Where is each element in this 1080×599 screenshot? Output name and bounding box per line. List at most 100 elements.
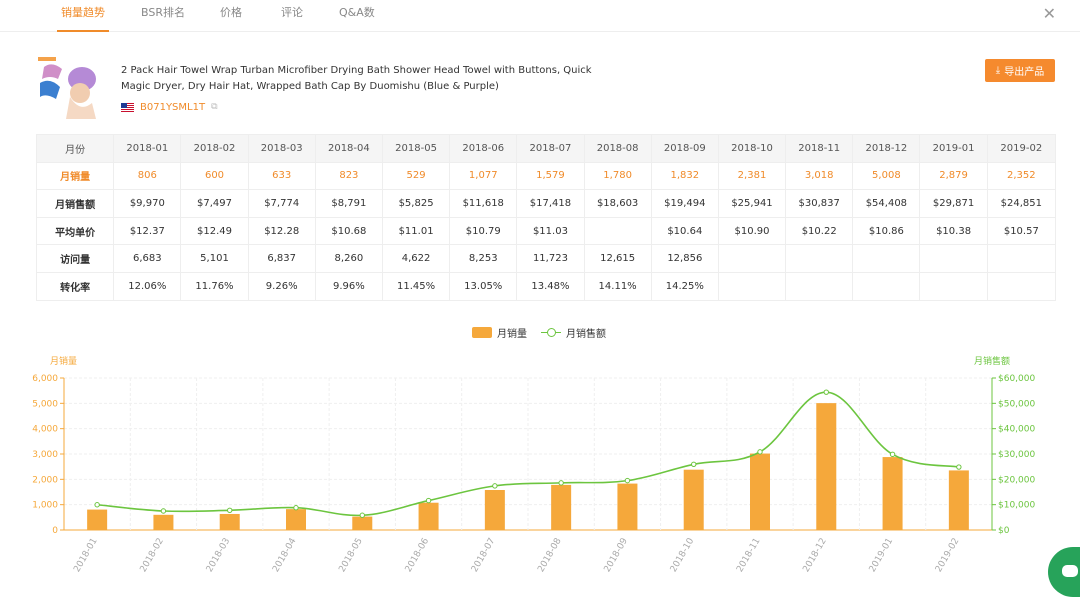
sales-bar [352,516,373,530]
export-product-button[interactable]: ⤓ 导出产品 [985,59,1055,82]
right-tick-label: $60,000 [998,374,1035,384]
table-cell: 11.45% [381,271,451,301]
table-cell: $11,618 [449,189,518,218]
avg-price-row: 平均单价 $12.37 $12.49 $12.28 $10.68 $11.01 $10.79… [35,216,1057,246]
sales-bar [153,514,174,530]
sales-bar [948,470,969,530]
table-cell: $11.01 [381,216,451,246]
table-cell: 2,352 [986,161,1057,191]
table-cell: $19,494 [650,189,719,218]
right-tick-label: $10,000 [998,501,1035,511]
sales-bar [750,453,770,530]
revenue-point [94,502,100,508]
sales-bar [683,469,704,530]
left-tick-label: 0 [52,526,58,536]
chart-legend: 月销量 月销售额 [472,325,620,340]
legend-label: 月销量 [497,329,527,340]
row-header: 转化率 [35,271,115,301]
x-tick-label: 2018-10 [669,536,697,574]
revenue-point [160,508,167,514]
table-cell: 4,622 [381,244,451,273]
table-cell: 1,780 [583,161,652,191]
right-tick-label: $40,000 [998,425,1035,435]
table-cell: 529 [381,161,451,191]
x-tick-label: 2018-11 [735,537,762,575]
x-tick-label: 2018-08 [536,536,564,574]
tab-reviews[interactable]: 评论 [281,6,303,19]
table-cell: $5,825 [381,189,451,218]
table-cell: 9.26% [247,271,316,301]
legend-item-sales[interactable]: 月销量 [472,325,527,340]
tab-bsr-rank[interactable]: BSR排名 [141,6,185,19]
revenue-point [624,477,631,484]
table-cell: $8,791 [314,189,383,218]
external-link-icon[interactable]: ⧉ [211,102,218,112]
table-cell: 1,832 [650,161,719,191]
table-cell: $10.64 [650,216,719,246]
table-cell [785,271,854,301]
table-cell: $29,871 [919,189,988,218]
left-tick-label: 6,000 [32,374,58,384]
table-cell: $18,603 [583,189,652,218]
legend-label: 月销售额 [566,329,606,340]
table-cell: 806 [113,161,182,191]
asin-link[interactable]: B071YSML1T [140,101,206,113]
table-cell: 8,253 [449,244,518,273]
table-cell [919,271,988,301]
sales-chart: 月销量 月销售额 0 1,000 2,000 3,000 4,000 5,000 6,000 $0… [32,355,1035,575]
table-cell: $10.68 [314,216,383,246]
table-cell: 823 [314,161,383,191]
table-cell: 2018-04 [314,134,383,163]
table-cell: 13.48% [516,271,585,301]
table-cell: 6,683 [113,244,182,273]
row-header: 访问量 [35,244,115,273]
table-cell: $7,774 [247,189,316,218]
table-cell: 8,260 [314,244,383,273]
table-cell: 13.05% [449,271,518,301]
tab-sales-trend[interactable]: 销量趋势 [57,0,109,32]
download-icon: ⤓ [995,65,1001,76]
sales-bar [882,457,903,530]
table-cell: 3,018 [785,161,854,191]
table-cell: 14.25% [650,271,719,301]
table-cell: 12.06% [113,271,182,301]
tab-price[interactable]: 价格 [220,6,242,19]
tab-qa-count[interactable]: Q&A数 [339,6,375,19]
sales-table: 月份 2018-01 2018-02 2018-03 2018-04 2018-05 201… [35,134,1057,301]
x-tick-label: 2018-01 [72,537,99,575]
right-tick-label: $20,000 [998,475,1035,485]
x-tick-label: 2018-03 [205,537,232,575]
left-axis-title: 月销量 [50,355,77,367]
table-cell: 2018-06 [449,134,518,163]
close-icon[interactable]: ✕ [1042,4,1056,23]
table-cell: 12,615 [583,244,652,273]
left-tick-label: 2,000 [32,475,58,485]
table-cell: 2018-11 [785,134,854,163]
revenue-row: 月销售额 $9,970 $7,497 $7,774 $8,791 $5,825 $11,61… [35,189,1057,218]
table-cell [583,216,652,246]
row-header: 月销量 [35,161,115,191]
table-cell: 6,837 [247,244,316,273]
revenue-point [293,505,299,511]
left-tick-label: 5,000 [32,399,58,409]
table-cell: $30,837 [785,189,854,218]
right-tick-label: $30,000 [998,450,1035,460]
export-label: 导出产品 [1004,67,1045,78]
revenue-point [889,451,896,458]
table-cell: 2,381 [717,161,787,191]
table-cell: $11.03 [516,216,585,246]
table-cell [986,271,1057,301]
table-cell [986,244,1057,273]
x-tick-label: 2019-02 [934,537,961,575]
table-cell [919,244,988,273]
sales-bar [87,509,108,530]
sales-bar [286,509,306,530]
x-tick-label: 2019-01 [868,537,895,575]
asin-row: B071YSML1T ⧉ [121,100,218,114]
legend-item-revenue[interactable]: 月销售额 [541,325,606,340]
right-tick-label: $0 [998,526,1010,536]
table-cell: $10.86 [852,216,921,246]
conversion-row: 转化率 12.06% 11.76% 9.26% 9.96% 11.45% 13.05% 13.… [35,271,1057,301]
table-cell: 2018-02 [180,134,249,163]
product-title: 2 Pack Hair Towel Wrap Turban Microfiber… [121,65,592,92]
